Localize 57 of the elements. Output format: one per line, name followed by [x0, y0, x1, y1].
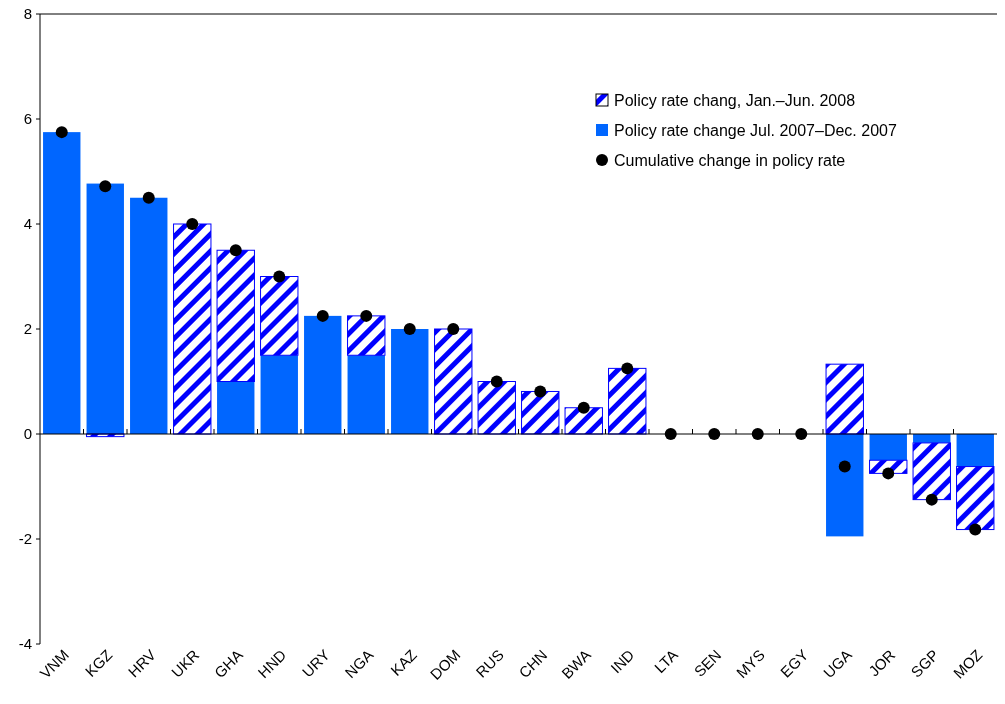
point	[490, 375, 503, 388]
point	[708, 428, 721, 440]
point	[969, 523, 982, 536]
bar	[347, 315, 386, 356]
y-tick-label: 4	[23, 215, 32, 233]
point	[142, 191, 155, 204]
point	[55, 126, 68, 139]
y-tick-label: 0	[23, 425, 32, 443]
legend-label: Policy rate change Jul. 2007–Dec. 2007	[614, 121, 897, 139]
bar	[912, 442, 951, 501]
bar	[304, 315, 342, 434]
y-tick-label: 6	[23, 110, 32, 128]
y-tick-label: -2	[18, 530, 32, 548]
bar	[608, 367, 647, 435]
point	[534, 385, 547, 398]
bar	[260, 276, 299, 356]
point	[577, 401, 590, 414]
bar	[86, 183, 124, 434]
point	[882, 467, 895, 480]
y-tick-label: 2	[23, 320, 32, 338]
point	[751, 428, 764, 440]
y-tick-label: -4	[18, 635, 32, 653]
bar	[434, 328, 473, 435]
point	[447, 323, 460, 335]
bar	[216, 249, 255, 382]
bar	[477, 381, 516, 435]
bar	[956, 434, 994, 467]
bar	[43, 132, 81, 434]
point	[795, 428, 808, 440]
bar	[869, 434, 907, 461]
point	[186, 218, 199, 230]
bar	[173, 223, 212, 435]
bar	[260, 355, 298, 434]
x-tick-label: IND	[607, 645, 638, 677]
bar	[217, 381, 255, 434]
point	[664, 428, 677, 440]
point	[403, 323, 416, 335]
bar	[521, 390, 560, 435]
bar	[826, 434, 864, 537]
x-tick-label: LTA	[650, 646, 681, 677]
legend-label: Cumulative change in policy rate	[614, 151, 846, 169]
point	[838, 460, 851, 473]
point	[229, 244, 242, 257]
bar	[956, 466, 995, 531]
bar	[564, 407, 603, 435]
point	[360, 309, 373, 322]
y-tick-label: 8	[23, 5, 32, 23]
bar	[825, 363, 864, 435]
legend-label: Policy rate chang, Jan.–Jun. 2008	[614, 91, 856, 109]
point	[925, 493, 938, 506]
bar	[391, 329, 429, 434]
bar	[130, 197, 168, 434]
point	[273, 270, 286, 283]
point	[621, 362, 634, 375]
bar	[347, 355, 385, 434]
point	[99, 180, 112, 193]
point	[316, 309, 329, 322]
